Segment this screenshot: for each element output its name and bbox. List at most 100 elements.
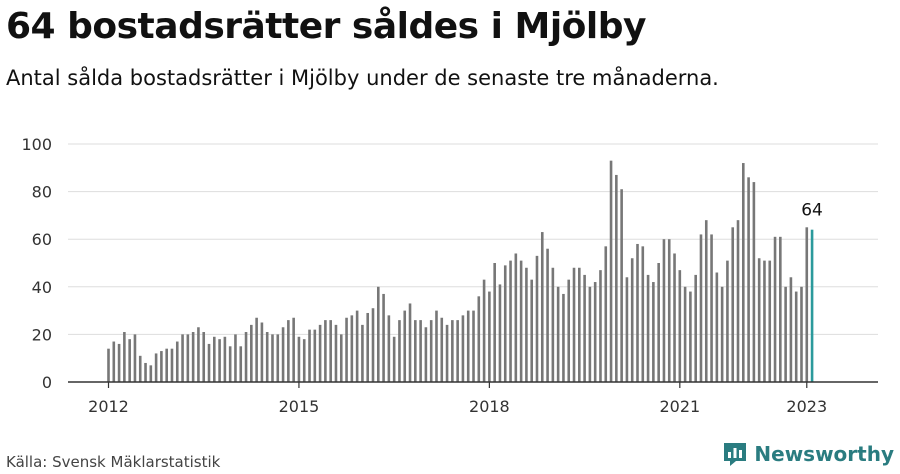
bar (556, 286, 560, 382)
bar (265, 332, 269, 382)
bar (144, 362, 147, 382)
bar (604, 246, 608, 382)
bar (509, 260, 512, 382)
y-tick-label: 20 (32, 325, 52, 344)
bar-latest (810, 229, 814, 382)
bar (620, 189, 623, 382)
bar (123, 332, 126, 382)
bar (678, 270, 682, 382)
bar (345, 317, 348, 382)
bar (773, 236, 777, 382)
bar (789, 277, 793, 382)
bar (630, 258, 634, 382)
bar (244, 332, 248, 382)
bar (800, 286, 803, 382)
chart-title: 64 bostadsrätter såldes i Mjölby (6, 6, 646, 47)
bar (371, 308, 375, 382)
bar (683, 286, 687, 382)
bar (445, 324, 449, 382)
bar (435, 310, 438, 382)
bar (297, 336, 301, 382)
bar (615, 174, 618, 382)
bar (250, 324, 253, 382)
bar (133, 334, 137, 382)
bar (387, 315, 391, 382)
bar (704, 220, 708, 382)
bar (794, 291, 798, 382)
bar (366, 312, 370, 382)
y-tick-label: 0 (42, 373, 52, 392)
bar (519, 260, 523, 382)
brand-name: Newsworthy (754, 442, 894, 466)
bar (324, 320, 327, 382)
bar (784, 286, 787, 382)
bar (112, 341, 116, 382)
bar (657, 263, 660, 382)
bar (609, 160, 613, 382)
y-tick-label: 80 (32, 183, 52, 202)
bar (652, 282, 655, 382)
bar (424, 327, 428, 382)
bar (334, 324, 338, 382)
bar (414, 320, 417, 382)
bar (181, 334, 184, 382)
bar (472, 310, 475, 382)
x-tick-label: 2012 (88, 397, 129, 416)
bar (667, 239, 671, 382)
bar (292, 317, 295, 382)
bar (429, 320, 433, 382)
bar (271, 334, 274, 382)
bar (154, 353, 158, 382)
bar (493, 263, 496, 382)
bar (234, 334, 237, 382)
latest-value-label: 64 (801, 201, 823, 221)
brand-logo[interactable]: Newsworthy (722, 441, 894, 467)
bar-chart: 0 20 40 60 80 100 64 2012 2015 2018 2021 2023 (21, 135, 878, 416)
bar (382, 293, 385, 382)
bar (186, 334, 190, 382)
bar (477, 296, 481, 382)
bar (440, 317, 444, 382)
bar (207, 343, 211, 382)
newsworthy-logo-icon (724, 443, 747, 466)
bar (689, 291, 692, 382)
x-tick-label: 2023 (786, 397, 827, 416)
y-tick-label: 60 (32, 230, 52, 249)
bar (546, 248, 549, 382)
x-tick-label: 2018 (469, 397, 510, 416)
bar (160, 351, 163, 382)
bar (662, 239, 666, 382)
bar (398, 320, 401, 382)
bar (583, 274, 586, 382)
bar (752, 182, 756, 382)
bar (313, 329, 317, 382)
bar (747, 177, 750, 382)
bar (578, 267, 581, 382)
bar (403, 310, 407, 382)
bar (107, 348, 110, 382)
source-note: Källa: Svensk Mäklarstatistik (6, 453, 221, 471)
bar (779, 236, 782, 382)
bar (408, 303, 412, 382)
y-tick-label: 100 (21, 135, 52, 154)
bar (540, 232, 544, 382)
bar (572, 267, 576, 382)
bar (165, 348, 168, 382)
bar (742, 163, 745, 382)
bar (715, 272, 719, 382)
bar (451, 320, 454, 382)
bar (228, 346, 232, 382)
bar (710, 234, 713, 382)
bar (535, 255, 539, 382)
bar (593, 282, 597, 382)
bar (694, 274, 697, 382)
bar (191, 332, 195, 382)
bar (302, 339, 306, 382)
bar (530, 279, 533, 382)
bar (720, 286, 724, 382)
bar (175, 341, 179, 382)
bar (355, 310, 359, 382)
bar (641, 246, 645, 382)
bar (197, 327, 200, 382)
bar (318, 324, 322, 382)
